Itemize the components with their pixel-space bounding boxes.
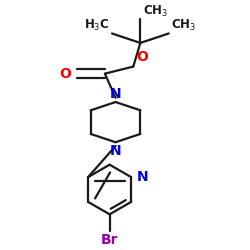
Text: N: N — [136, 170, 148, 183]
Text: N: N — [110, 86, 121, 101]
Text: N: N — [110, 144, 121, 158]
Text: CH$_3$: CH$_3$ — [171, 18, 196, 33]
Text: H$_3$C: H$_3$C — [84, 18, 110, 33]
Text: O: O — [60, 67, 71, 81]
Text: Br: Br — [101, 233, 118, 247]
Text: CH$_3$: CH$_3$ — [143, 4, 168, 19]
Text: O: O — [136, 50, 148, 64]
